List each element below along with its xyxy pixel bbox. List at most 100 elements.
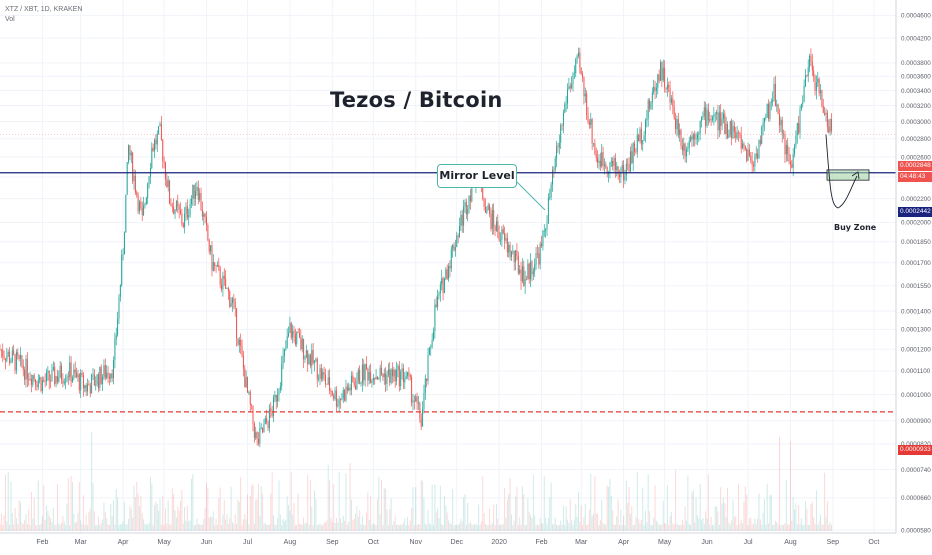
- volume-bar: [770, 494, 772, 531]
- volume-bar: [520, 524, 522, 531]
- candle-body: [635, 151, 637, 153]
- volume-bar: [751, 524, 753, 531]
- candle-body: [490, 213, 492, 229]
- volume-bar: [558, 524, 560, 531]
- candle-body: [71, 378, 73, 382]
- volume-bar: [747, 524, 749, 531]
- candle-body: [106, 372, 108, 379]
- volume-bar: [345, 473, 347, 531]
- candle-body: [686, 149, 688, 157]
- volume-bar: [690, 524, 692, 531]
- volume-bar: [621, 524, 623, 531]
- candle-body: [465, 202, 467, 215]
- candle-body: [765, 116, 767, 118]
- volume-bar: [472, 525, 474, 531]
- candle-body: [39, 377, 41, 381]
- volume-bar: [419, 524, 421, 531]
- candle-body: [324, 374, 326, 384]
- volume-bar: [644, 510, 646, 531]
- volume-bar: [449, 523, 451, 531]
- volume-bar: [646, 522, 648, 531]
- volume-bar: [452, 488, 454, 531]
- volume-bar: [415, 487, 417, 531]
- volume-bar: [408, 524, 410, 531]
- candle-body: [184, 213, 186, 228]
- volume-bar: [242, 519, 244, 531]
- candle-body: [248, 391, 250, 393]
- candle-body: [569, 86, 571, 89]
- volume-bar: [556, 524, 558, 531]
- candle-body: [554, 158, 556, 171]
- candle-body: [417, 402, 419, 404]
- y-tick-label: 0.0003000: [901, 119, 931, 126]
- volume-bar: [817, 524, 819, 531]
- candle-body: [636, 135, 638, 152]
- volume-bar: [405, 524, 407, 531]
- candle-body: [681, 146, 683, 151]
- volume-bar: [701, 519, 703, 531]
- volume-bar: [352, 520, 354, 531]
- volume-bar: [433, 524, 435, 531]
- candle-body: [193, 184, 195, 199]
- drawing-tools[interactable]: [514, 134, 870, 211]
- candle-body: [87, 384, 89, 392]
- candle-body: [91, 374, 93, 394]
- volume-bar: [314, 490, 316, 531]
- candle-body: [724, 113, 726, 135]
- volume-bar: [802, 524, 804, 531]
- candle-body: [51, 369, 53, 382]
- candle-body: [11, 350, 13, 362]
- volume-bar: [177, 506, 179, 531]
- volume-bar: [190, 478, 192, 531]
- candle-body: [494, 226, 496, 231]
- volume-bar: [398, 524, 400, 531]
- volume-bar: [255, 499, 257, 531]
- volume-bar: [252, 483, 254, 531]
- candle-body: [22, 365, 24, 370]
- volume-bar: [588, 509, 590, 531]
- candle-body: [244, 368, 246, 388]
- volume-bar: [454, 524, 456, 531]
- candle-body: [257, 438, 259, 444]
- candle-body: [469, 195, 471, 202]
- volume-bar: [76, 521, 78, 531]
- volume-bar: [17, 523, 19, 531]
- volume-bar: [543, 476, 545, 531]
- volume-bar: [458, 523, 460, 531]
- candle-body: [275, 395, 277, 402]
- candle-body: [126, 162, 128, 195]
- candle-body: [799, 108, 801, 134]
- volume-bar: [713, 524, 715, 531]
- volume-bar: [311, 506, 313, 531]
- candle-body: [747, 149, 749, 161]
- volume-bar: [97, 516, 99, 531]
- volume-bar: [100, 523, 102, 531]
- candle-body: [118, 297, 120, 319]
- volume-bar: [493, 504, 495, 531]
- volume-bar: [567, 519, 569, 531]
- volume-bar: [672, 523, 674, 531]
- volume-bar: [526, 524, 528, 531]
- symbol-header: XTZ / XBT, 1D, KRAKEN: [5, 6, 83, 13]
- candle-body: [368, 372, 370, 381]
- candle-body: [181, 213, 183, 224]
- candle-body: [546, 223, 548, 230]
- candle-body: [95, 384, 97, 386]
- volume-bar: [521, 486, 523, 531]
- candle-body: [359, 369, 361, 384]
- gridlines: [0, 0, 896, 533]
- volume-bar: [25, 513, 27, 531]
- volume-bar: [374, 524, 376, 531]
- chart-title: Tezos / Bitcoin: [330, 88, 503, 112]
- volume-bar: [605, 524, 607, 531]
- mirror-level-callout[interactable]: Mirror Level: [437, 164, 517, 188]
- volume-bar: [579, 521, 581, 531]
- candle-body: [673, 106, 675, 119]
- candle-body: [565, 103, 567, 105]
- candle-body: [740, 134, 742, 149]
- candle-body: [44, 381, 46, 383]
- volume-bar: [593, 513, 595, 531]
- volume-bar: [614, 524, 616, 531]
